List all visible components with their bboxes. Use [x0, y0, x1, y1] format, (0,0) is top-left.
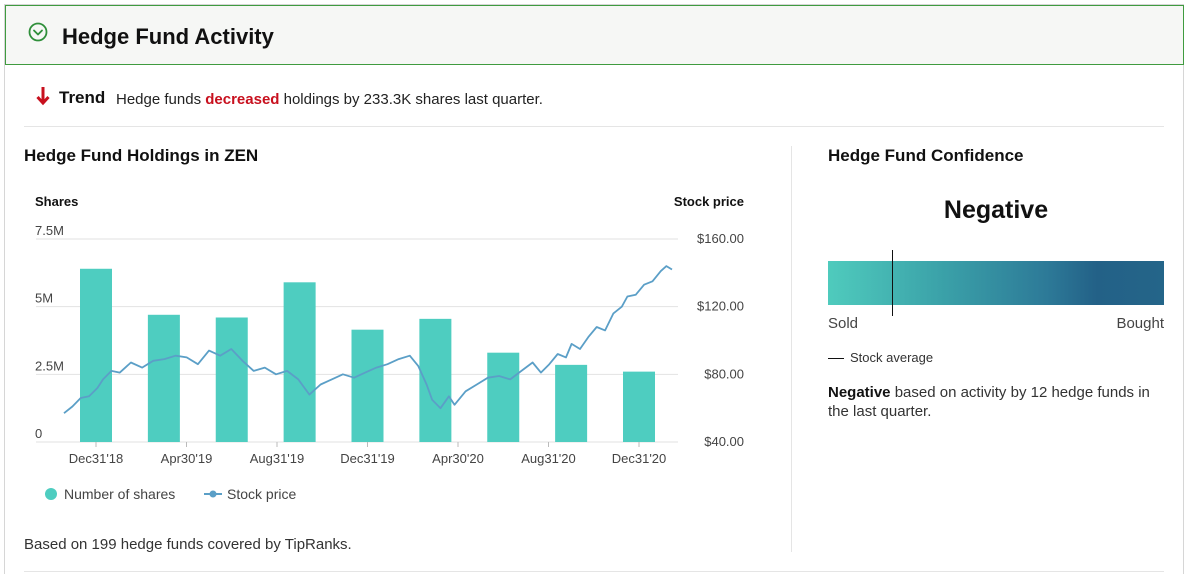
bar: [147, 314, 180, 442]
trend-emphasis: decreased: [205, 91, 280, 108]
chevron-down-circle-icon[interactable]: [28, 22, 48, 42]
stock-average-marker: [891, 250, 893, 316]
bar: [555, 364, 588, 442]
trend-text-after: holdings by 233.3K shares last quarter.: [279, 91, 543, 108]
divider: [24, 126, 1164, 127]
legend-price[interactable]: Stock price: [204, 486, 296, 502]
right-axis-title: Stock price: [673, 194, 744, 209]
sold-label: Sold: [828, 315, 859, 332]
x-tick-label: Aug31'19: [250, 451, 305, 466]
left-tick-label: 7.5M: [35, 223, 64, 238]
holdings-title: Hedge Fund Holdings in ZEN: [24, 146, 259, 165]
x-tick-label: Dec31'19: [340, 451, 395, 466]
x-tick-label: Aug31'20: [521, 451, 576, 466]
avg-dash-icon: [828, 358, 844, 360]
x-tick-label: Apr30'20: [432, 451, 484, 466]
legend-shares[interactable]: Number of shares: [44, 486, 175, 502]
avg-label: Stock average: [850, 350, 934, 365]
divider-bottom: [24, 571, 1164, 572]
confidence-gauge: [828, 261, 1164, 305]
section-header[interactable]: Hedge Fund Activity: [5, 5, 1184, 65]
confidence-description: Negative based on activity by 12 hedge f…: [828, 383, 1168, 421]
bar: [351, 329, 384, 442]
stock-average-legend: Stock average: [828, 350, 933, 365]
right-tick-label: $120.00: [697, 299, 744, 314]
bar: [487, 352, 520, 442]
stock-price-line: [63, 265, 673, 414]
bar: [215, 317, 248, 442]
bar: [80, 268, 112, 442]
bar: [283, 282, 316, 442]
confidence-desc-bold: Negative: [828, 384, 891, 401]
section-title: Hedge Fund Activity: [62, 24, 274, 49]
confidence-desc-rest: based on activity by 12 hedge funds in t…: [828, 384, 1150, 420]
left-tick-label: 5M: [35, 291, 53, 306]
bought-label: Bought: [1116, 315, 1164, 332]
vertical-divider: [791, 146, 792, 552]
legend-price-label: Stock price: [227, 486, 297, 502]
x-tick-label: Dec31'20: [612, 451, 667, 466]
trend-label: Trend: [59, 88, 106, 107]
left-tick-label: 2.5M: [35, 358, 64, 373]
down-arrow-icon: [36, 87, 50, 106]
left-tick-label: 0: [35, 426, 42, 441]
confidence-title: Hedge Fund Confidence: [828, 146, 1024, 165]
legend-line-icon: [204, 490, 222, 498]
right-tick-label: $80.00: [704, 366, 744, 381]
bar: [623, 371, 655, 442]
trend-text-before: Hedge funds: [116, 91, 206, 108]
right-tick-label: $40.00: [704, 434, 744, 449]
x-tick-label: Apr30'19: [161, 451, 213, 466]
confidence-value: Negative: [943, 196, 1049, 224]
trend-sentence: Hedge funds decreased holdings by 233.3K…: [116, 91, 543, 108]
legend-shares-label: Number of shares: [64, 486, 176, 502]
right-tick-label: $160.00: [697, 231, 744, 246]
x-tick-label: Dec31'18: [69, 451, 124, 466]
legend-dot-icon: [45, 488, 57, 500]
left-axis-title: Shares: [35, 194, 79, 209]
footnote: Based on 199 hedge funds covered by TipR…: [24, 536, 352, 553]
